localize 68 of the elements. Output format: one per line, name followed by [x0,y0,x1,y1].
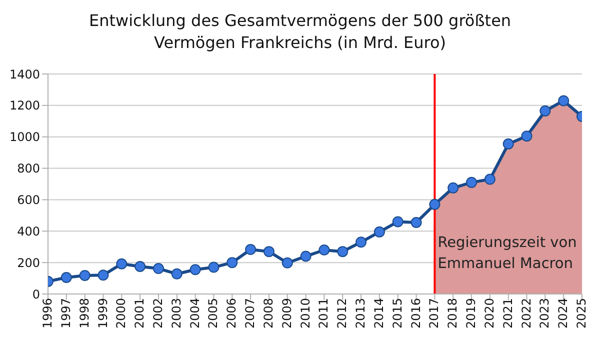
point [466,176,478,188]
y-tick-label: 200 [17,256,40,270]
y-tick-label: 0 [32,287,40,302]
point [410,217,422,228]
y-tick-label: 1200 [9,98,40,113]
y-tick-label: 600 [17,192,40,207]
point [429,198,440,210]
x-tick-label: 2001 [132,298,147,329]
point [318,244,330,256]
x-tick-label: 2024 [556,298,570,329]
point [134,261,146,272]
point [116,258,128,270]
x-tick-label: 1999 [96,298,110,329]
point [171,268,182,280]
x-tick-label: 2008 [261,298,276,329]
x-tick-label: 2022 [519,298,534,329]
y-tick-label: 400 [17,224,40,238]
point [263,246,274,258]
x-tick-label: 2013 [354,298,368,329]
point [300,250,312,262]
point [282,257,293,268]
point [502,138,514,150]
y-tick-label: 1000 [9,130,40,144]
point [226,257,238,268]
x-tick-label: 2005 [206,298,220,329]
x-tick-label: 2021 [500,298,515,329]
point [448,182,459,194]
point [152,263,164,274]
x-tick-label: 2023 [538,298,552,329]
x-tick-label: 1998 [77,298,92,329]
point [60,272,72,283]
point [356,236,367,248]
x-tick-label: 2015 [390,298,404,329]
point [540,105,551,116]
point [558,95,570,106]
x-tick-label: 2011 [316,298,331,329]
x-tick-label: 2000 [114,298,128,329]
point [79,270,90,281]
point [484,174,496,185]
y-tick-label: 800 [17,162,40,176]
point [521,130,532,142]
point [374,226,385,238]
point [337,246,348,258]
x-tick-label: 2016 [408,298,423,329]
x-tick-label: 2012 [335,298,350,329]
x-tick-label: 2020 [482,298,496,329]
annotation: Regierungszeit von Emmanuel Macron [438,234,577,272]
point [392,216,404,228]
x-tick-label: 2017 [427,298,442,329]
point [98,270,109,281]
x-tick-label: 2025 [574,298,589,329]
x-tick-label: 2009 [280,298,294,329]
x-tick-label: 2014 [372,298,386,329]
chart-title: Entwicklung des Gesamtvermögens der 500 größten Vermögen Frankreichs (in Mrd. Euro) [88,10,512,54]
x-tick-label: 2019 [464,298,478,329]
point [190,264,201,276]
point [245,244,256,256]
x-tick-label: 2007 [243,298,258,329]
x-tick-label: 2003 [169,298,184,329]
x-tick-label: 2002 [151,298,166,329]
x-tick-label: 2018 [446,298,460,329]
point [208,262,220,273]
x-tick-label: 2006 [224,298,239,329]
x-tick-label: 2010 [298,298,312,329]
x-tick-label: 2004 [188,298,202,329]
x-tick-label: 1996 [40,298,55,329]
y-tick-label: 1400 [9,67,40,82]
x-tick-label: 1997 [58,298,73,329]
